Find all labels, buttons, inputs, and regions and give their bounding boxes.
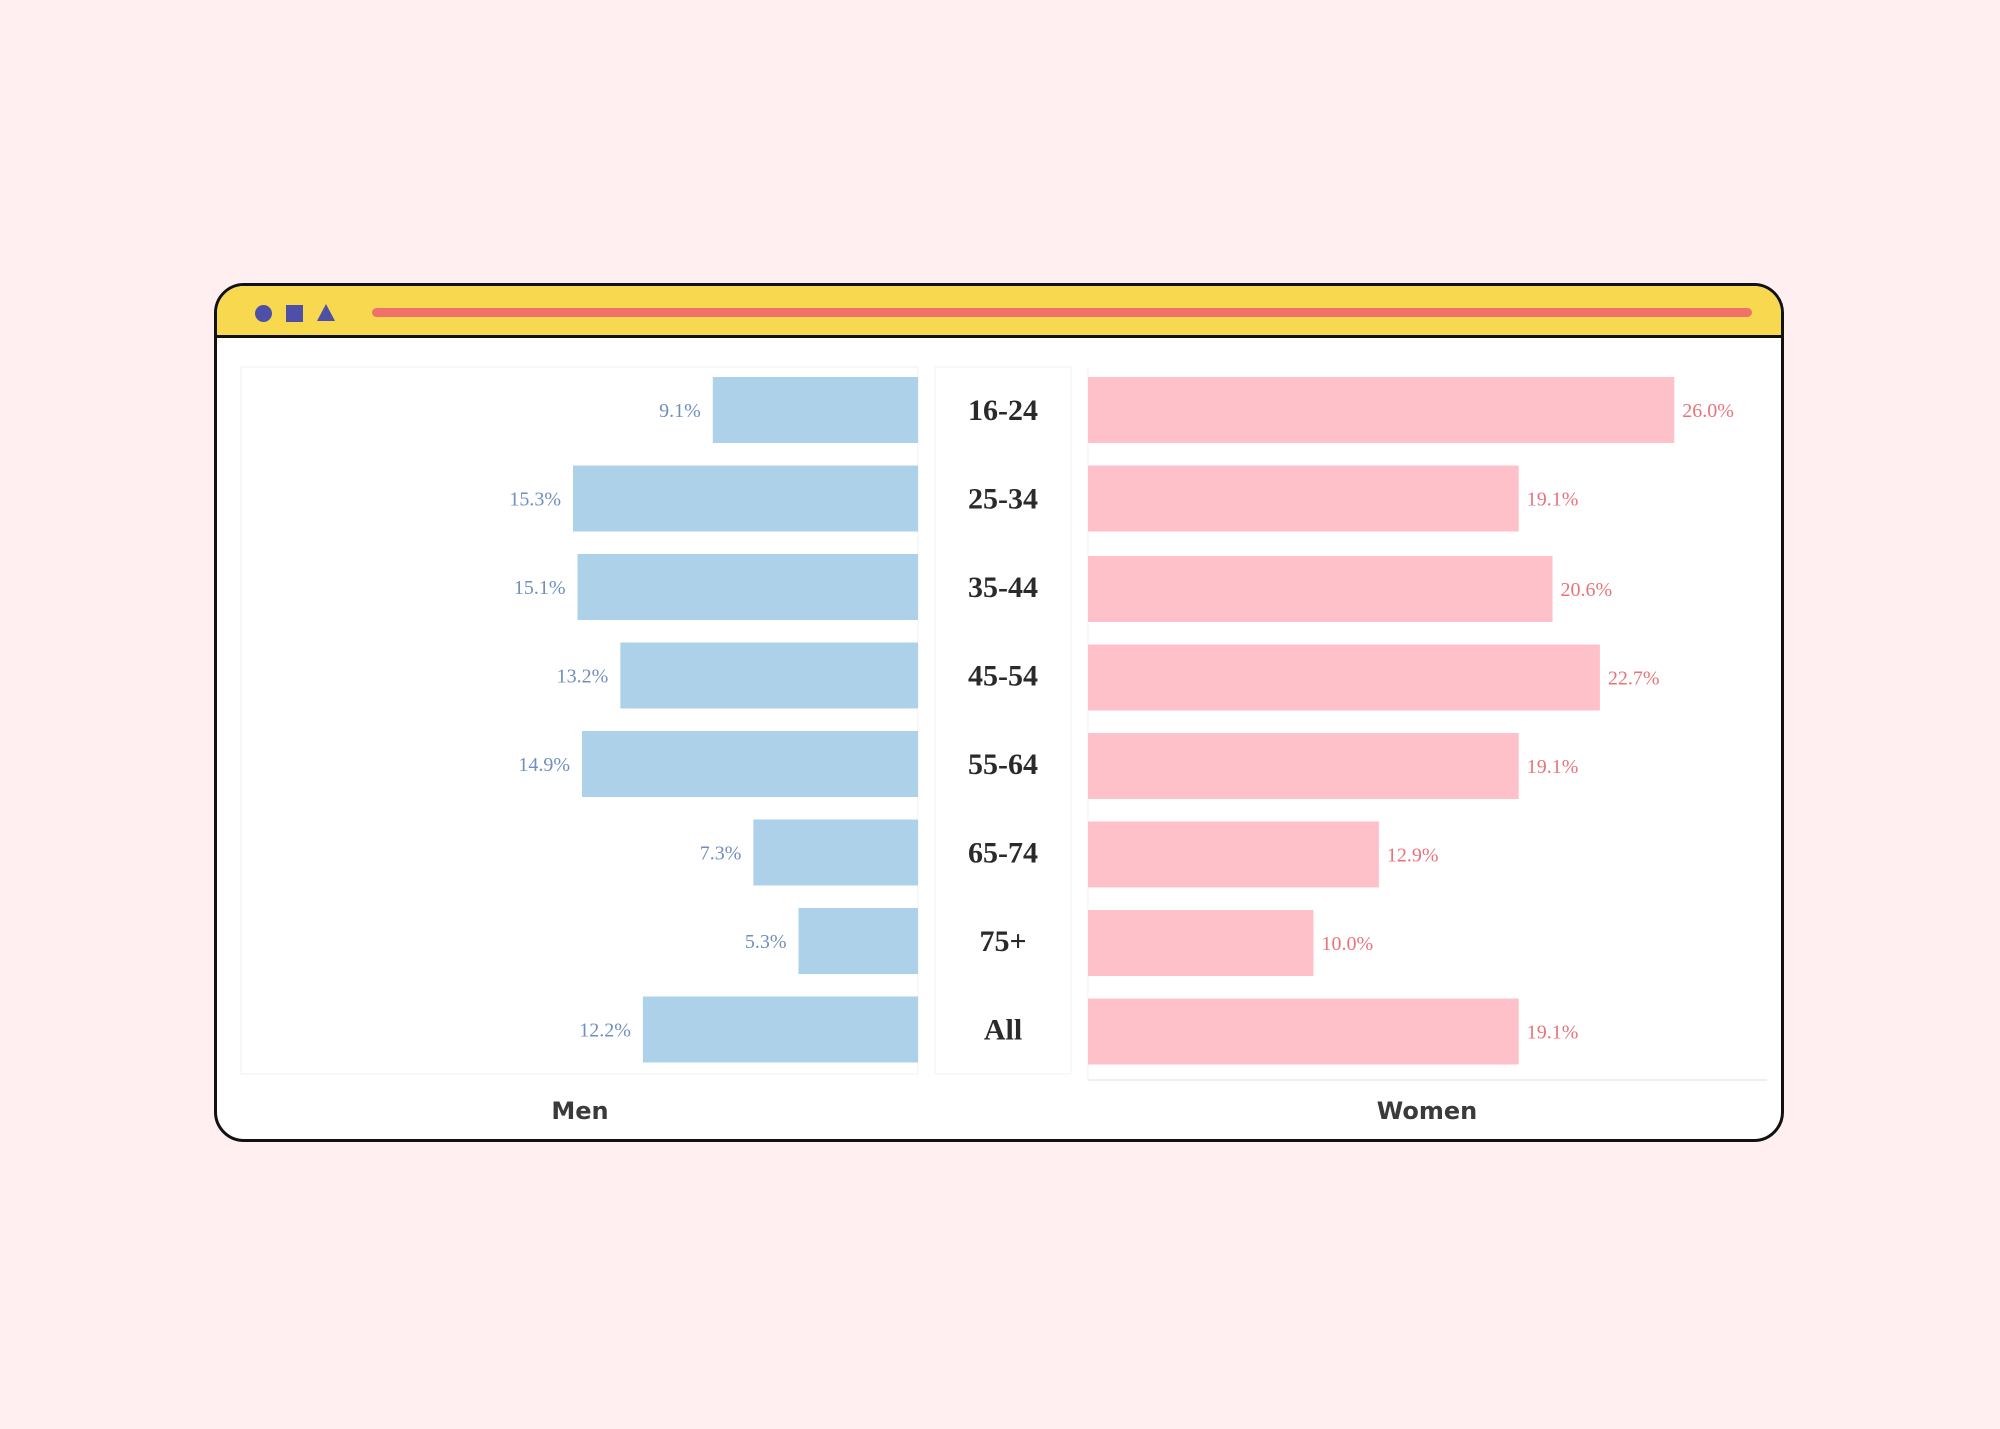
women-bar-label: 19.1%: [1527, 756, 1579, 778]
women-axis-label: Women: [1376, 1097, 1478, 1125]
men-bar: [572, 465, 918, 532]
men-bar-label: 12.2%: [579, 1020, 631, 1042]
women-bar-label: 19.1%: [1527, 489, 1579, 511]
women-bar-label: 20.6%: [1561, 579, 1613, 601]
men-bar-label: 13.2%: [557, 666, 609, 688]
category-label: 65-74: [968, 837, 1038, 870]
category-label: 25-34: [968, 483, 1038, 516]
men-bar-label: 15.1%: [514, 577, 566, 599]
women-bar: [1088, 465, 1519, 532]
women-bar-label: 26.0%: [1682, 400, 1734, 422]
address-bar[interactable]: [372, 308, 1752, 317]
women-bar: [1088, 556, 1553, 622]
men-bar-label: 5.3%: [745, 931, 787, 953]
square-icon[interactable]: [286, 305, 303, 322]
category-label: 75+: [979, 925, 1026, 958]
men-bar-label: 14.9%: [518, 754, 570, 776]
men-bar: [577, 554, 918, 620]
category-label: 35-44: [968, 571, 1038, 604]
category-label: 55-64: [968, 748, 1038, 781]
triangle-icon[interactable]: [317, 304, 335, 321]
women-bar: [1088, 821, 1379, 888]
men-bar: [753, 819, 918, 886]
women-bar-label: 12.9%: [1387, 845, 1439, 867]
category-label: 16-24: [968, 394, 1038, 427]
window-titlebar: [217, 286, 1781, 338]
women-bar: [1088, 910, 1314, 976]
men-bar-label: 7.3%: [700, 843, 742, 865]
women-bar: [1088, 644, 1600, 711]
women-bar: [1088, 377, 1675, 443]
men-bar: [798, 908, 918, 974]
women-bar: [1088, 998, 1519, 1065]
men-bar: [712, 377, 918, 443]
women-bar-label: 22.7%: [1608, 668, 1660, 690]
population-pyramid-chart: 9.1% 26.0% 16-24 15.3% 19.1% 25-34 15.1% 20.6% 3…: [240, 366, 1767, 1081]
women-bar-label: 10.0%: [1322, 933, 1374, 955]
browser-window: 9.1% 26.0% 16-24 15.3% 19.1% 25-34 15.1% 20.6% 3…: [214, 283, 1784, 1142]
men-bar: [620, 642, 918, 709]
men-axis-label: Men: [551, 1097, 609, 1125]
category-panel: [934, 366, 1072, 1075]
men-bar-label: 9.1%: [659, 400, 701, 422]
men-bar: [642, 996, 918, 1063]
category-label: All: [984, 1014, 1022, 1047]
men-bar: [582, 731, 918, 797]
category-label: 45-54: [968, 660, 1038, 693]
women-bar-label: 19.1%: [1527, 1022, 1579, 1044]
women-bar: [1088, 733, 1519, 799]
men-bar-label: 15.3%: [509, 489, 561, 511]
circle-icon[interactable]: [255, 305, 272, 322]
